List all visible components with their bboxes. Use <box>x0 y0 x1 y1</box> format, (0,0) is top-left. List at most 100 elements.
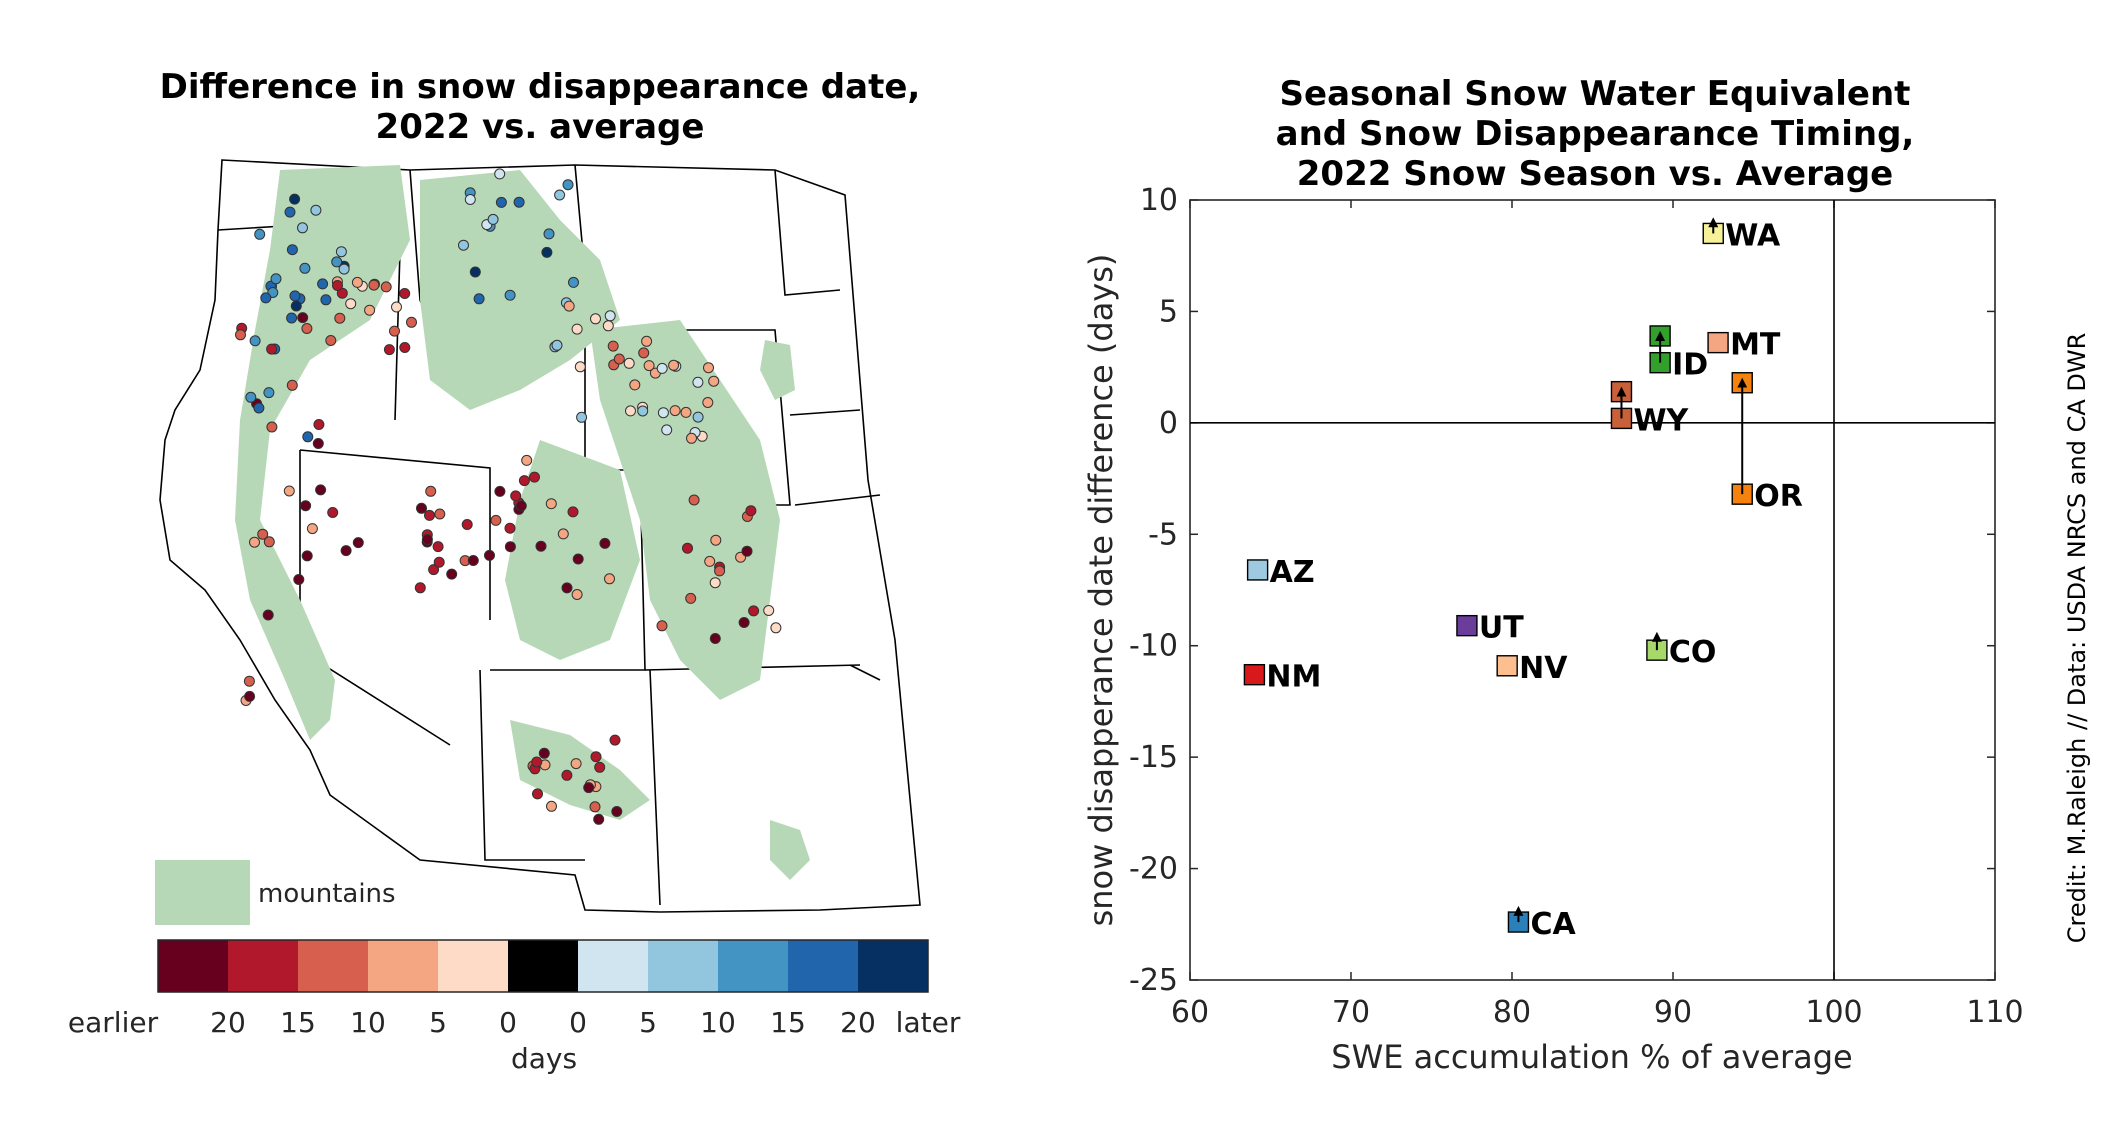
station-dot <box>590 313 601 325</box>
station-dot <box>510 490 522 502</box>
station-dot <box>741 545 753 557</box>
station-dot <box>380 281 392 293</box>
station-dot <box>301 550 313 562</box>
y-tick-label: -25 <box>1129 963 1178 998</box>
station-dot <box>692 376 704 388</box>
station-dot <box>551 339 563 351</box>
colorbar-tick-label: 20 <box>210 1006 246 1039</box>
station-dot <box>300 500 312 512</box>
station-dot <box>704 555 716 567</box>
colorbar-tick-label: 5 <box>639 1006 657 1039</box>
station-dot <box>504 522 516 534</box>
colorbar-frame <box>157 939 929 993</box>
station-dot <box>661 424 673 436</box>
state-line <box>479 669 585 861</box>
station-dot <box>406 316 417 328</box>
map-panel: Difference in snow disappearance date, 2… <box>68 67 961 1075</box>
station-dot <box>599 537 611 549</box>
station-dot <box>625 405 636 417</box>
station-dot <box>335 246 347 258</box>
station-dot <box>464 194 476 205</box>
colorbar-tick-label: 5 <box>429 1006 447 1039</box>
station-dot <box>473 293 485 305</box>
station-dot <box>266 343 278 355</box>
station-dot <box>688 494 700 506</box>
scatter-panel: Seasonal Snow Water Equivalent and Snow … <box>1082 74 2024 1076</box>
station-dot <box>244 690 256 702</box>
colorbar-tick-label: 10 <box>350 1006 386 1039</box>
x-tick-label: 70 <box>1332 995 1370 1030</box>
station-dot <box>557 528 569 540</box>
station-dot <box>574 361 586 373</box>
mountains-legend-label: mountains <box>258 879 396 909</box>
station-dot <box>286 379 298 391</box>
mountain-region <box>760 340 795 400</box>
station-dot <box>424 509 435 521</box>
point-az <box>1246 559 1269 581</box>
station-dot <box>685 592 697 604</box>
station-dot <box>495 196 507 208</box>
colorbar-swatch <box>578 940 649 992</box>
station-dot <box>289 290 301 302</box>
station-dot <box>562 179 574 191</box>
station-dot <box>583 782 595 794</box>
station-dot <box>770 622 782 634</box>
station-dot <box>611 806 623 817</box>
station-dot <box>656 362 668 374</box>
station-dot <box>561 769 573 781</box>
station-dot <box>389 325 400 337</box>
colorbar-swatch <box>368 940 439 992</box>
station-dot <box>541 246 553 258</box>
station-dot <box>504 541 516 553</box>
colorbar-tick-label: 15 <box>280 1006 316 1039</box>
station-dot <box>638 347 650 359</box>
station-dot <box>567 506 579 518</box>
station-dot <box>763 605 775 616</box>
station-dot <box>629 379 641 391</box>
station-dot <box>709 633 721 644</box>
station-dot <box>609 734 621 746</box>
colorbar-tick-label: 15 <box>770 1006 806 1039</box>
mountains-legend-swatch <box>155 860 250 925</box>
station-dot <box>331 256 343 268</box>
station-dot <box>538 747 550 759</box>
colorbar-swatch <box>228 940 299 992</box>
plot-area <box>1189 199 1996 981</box>
station-dot <box>310 204 322 216</box>
station-dot <box>299 262 311 274</box>
station-dot <box>487 213 499 225</box>
station-dot <box>399 342 411 353</box>
station-dot <box>623 357 635 369</box>
station-dot <box>709 577 721 589</box>
station-dot <box>490 514 502 526</box>
station-dot <box>668 359 680 371</box>
chart-title-line1: Seasonal Snow Water Equivalent <box>1280 74 1911 114</box>
station-dot <box>554 189 566 201</box>
station-dot <box>286 244 298 256</box>
station-dot <box>446 568 458 580</box>
station-dot <box>710 534 722 546</box>
station-dot <box>334 312 346 324</box>
y-tick-label: 10 <box>1140 183 1178 218</box>
mountain-region <box>770 820 810 880</box>
mountain-region <box>590 320 780 700</box>
station-dot <box>434 508 446 520</box>
station-dot <box>513 196 525 208</box>
station-dot <box>368 279 380 291</box>
station-dot <box>301 323 313 334</box>
station-dot <box>290 300 302 312</box>
colorbar-swatch <box>508 940 579 992</box>
state-line <box>774 169 841 296</box>
mountain-regions <box>235 165 810 880</box>
station-dot <box>708 375 720 387</box>
point-label: OR <box>1754 479 1803 514</box>
station-dot <box>312 438 324 449</box>
y-tick-label: 5 <box>1159 294 1178 329</box>
point-label: WA <box>1725 218 1781 253</box>
station-dot <box>680 406 692 418</box>
station-dot <box>568 276 579 288</box>
colorbar-label: days <box>511 1042 577 1075</box>
station-dot <box>529 471 540 483</box>
